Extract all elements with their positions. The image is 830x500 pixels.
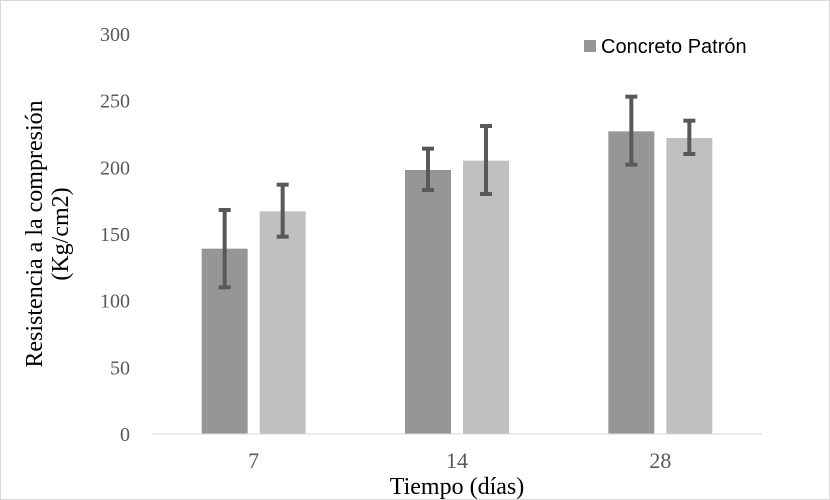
y-tick-label-150: 150 [100, 224, 130, 246]
bar-s2-28 [666, 138, 713, 434]
x-tick-label-7: 7 [248, 448, 259, 473]
bar-s2-14 [463, 160, 509, 434]
y-tick-label-300: 300 [100, 24, 130, 46]
x-axis-ticks: 7 14 28 [248, 448, 671, 473]
legend-swatch [584, 40, 596, 52]
y-tick-label-100: 100 [100, 291, 130, 313]
bar-s2-7 [259, 211, 306, 434]
y-axis-title-line-1: Resistencia a la compresión [22, 100, 48, 367]
legend-label: Concreto Patrón [601, 36, 747, 58]
y-tick-label-50: 50 [110, 357, 130, 379]
error-bars [218, 94, 696, 290]
bar-s1-14 [405, 170, 451, 434]
x-tick-label-28: 28 [649, 448, 671, 473]
y-tick-label-0: 0 [120, 424, 130, 446]
y-axis-ticks: 0 50 100 150 200 250 300 [100, 24, 130, 446]
y-tick-label-200: 200 [100, 157, 130, 179]
bar-s1-28 [608, 131, 655, 435]
y-axis-title-line-2: (Kg/cm2) [48, 187, 74, 280]
legend: Concreto Patrón [584, 36, 747, 58]
y-tick-label-250: 250 [100, 91, 130, 113]
bars [201, 131, 713, 435]
x-axis-title: Tiempo (días) [390, 474, 524, 500]
x-tick-label-14: 14 [446, 448, 468, 473]
